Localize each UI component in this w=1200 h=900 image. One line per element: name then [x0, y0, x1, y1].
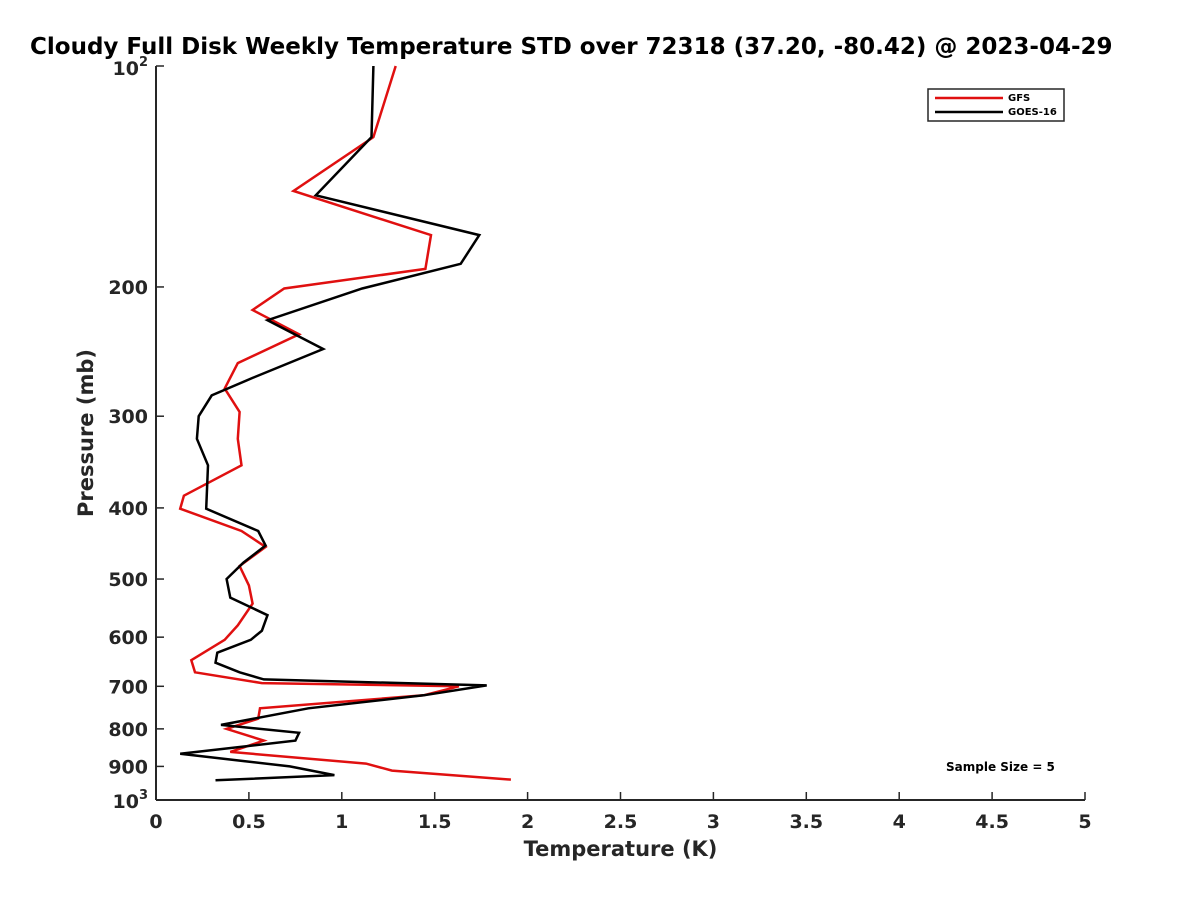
x-tick-label: 2.5: [604, 811, 638, 833]
y-tick-exponent: 2: [139, 55, 148, 70]
y-tick-label: 700: [108, 676, 148, 698]
y-tick-label: 900: [108, 756, 148, 778]
x-tick-label: 0.5: [232, 811, 266, 833]
series-line-goes16: [180, 65, 487, 782]
x-tick-label: 0: [149, 811, 162, 833]
x-tick-label: 2: [521, 811, 534, 833]
series-lines: [178, 65, 511, 782]
y-tick-base: 200: [108, 277, 148, 299]
legend-box: [927, 88, 1065, 122]
x-tick-label: 4: [893, 811, 906, 833]
x-tick-label: 3.5: [789, 811, 823, 833]
series-line-gfs: [178, 65, 511, 781]
x-axis-label: Temperature (K): [524, 837, 718, 861]
y-tick-label: 400: [108, 498, 148, 520]
y-tick-base: 600: [108, 627, 148, 649]
legend-label-gfs: GFS: [1008, 93, 1030, 104]
chart-title: Cloudy Full Disk Weekly Temperature STD …: [30, 34, 1113, 60]
y-tick-base: 500: [108, 569, 148, 591]
y-tick-base: 10: [113, 58, 139, 80]
sample-size-annotation: Sample Size = 5: [946, 760, 1055, 774]
y-tick-label: 102: [113, 55, 149, 80]
x-tick-label: 1.5: [418, 811, 452, 833]
y-tick-base: 900: [108, 756, 148, 778]
y-tick-base: 300: [108, 406, 148, 428]
y-tick-label: 500: [108, 569, 148, 591]
x-tick-label: 4.5: [975, 811, 1009, 833]
legend-label-goes16: GOES-16: [1008, 107, 1057, 118]
y-tick-label: 600: [108, 627, 148, 649]
y-tick-exponent: 3: [139, 788, 148, 803]
y-tick-base: 400: [108, 498, 148, 520]
y-tick-label: 800: [108, 719, 148, 741]
x-tick-label: 3: [707, 811, 720, 833]
legend: GFS GOES-16: [927, 88, 1065, 122]
y-tick-label: 200: [108, 277, 148, 299]
y-tick-base: 700: [108, 676, 148, 698]
x-axis-ticks: 0 0.5 1 1.5 2 2.5 3 3.5 4 4.5 5: [149, 792, 1092, 833]
y-tick-base: 800: [108, 719, 148, 741]
x-tick-label: 5: [1078, 811, 1091, 833]
y-tick-base: 10: [113, 791, 139, 813]
y-tick-label: 300: [108, 406, 148, 428]
y-tick-label: 103: [113, 788, 149, 813]
x-tick-label: 1: [335, 811, 348, 833]
y-axis-label: Pressure (mb): [74, 349, 98, 517]
